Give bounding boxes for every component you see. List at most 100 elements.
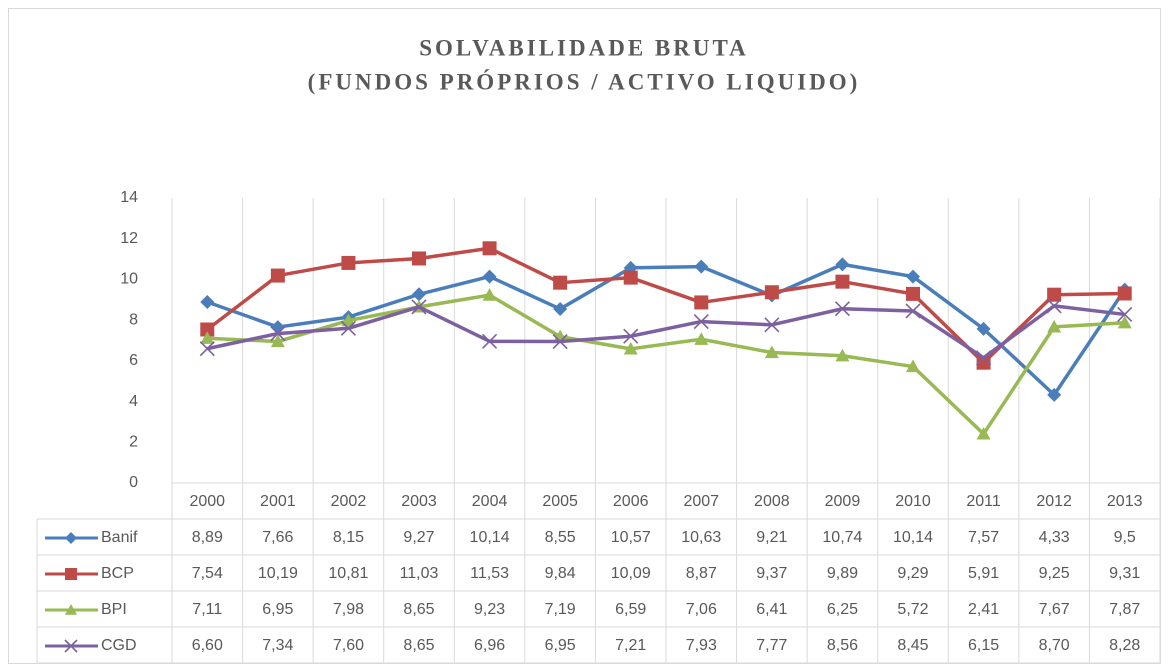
table-value: 9,21 [756, 529, 787, 546]
table-value: 2,41 [968, 601, 999, 618]
table-value: 6,96 [474, 637, 505, 654]
marker [693, 314, 709, 330]
table-value: 9,29 [897, 565, 928, 582]
table-value: 7,93 [686, 637, 717, 654]
table-value: 6,59 [615, 601, 646, 618]
table-value: 7,87 [1109, 601, 1140, 618]
y-tick-label: 4 [129, 393, 138, 410]
series-line [207, 293, 1125, 436]
marker [482, 269, 497, 284]
table-value: 8,65 [403, 601, 434, 618]
marker [623, 270, 638, 285]
x-tick-label: 2001 [260, 493, 296, 510]
marker [694, 259, 709, 274]
marker [764, 345, 779, 359]
table-value: 7,57 [968, 529, 999, 546]
marker [1046, 298, 1062, 314]
table-value: 7,67 [1039, 601, 1070, 618]
marker [552, 333, 568, 350]
marker [906, 359, 920, 373]
x-tick-label: 2000 [189, 493, 225, 510]
legend-label: CGD [101, 637, 137, 654]
table-value: 8,87 [686, 565, 717, 582]
marker [270, 334, 285, 348]
table-value: 8,55 [545, 529, 576, 546]
x-tick-label: 2004 [472, 493, 508, 510]
x-tick-label: 2012 [1036, 493, 1072, 510]
table-value: 8,65 [403, 637, 434, 654]
marker [1047, 319, 1062, 333]
marker [553, 301, 568, 316]
y-tick-label: 6 [129, 352, 138, 369]
marker [553, 275, 568, 290]
y-tick-label: 2 [129, 434, 138, 451]
legend-label: BCP [101, 565, 134, 582]
marker [623, 328, 639, 344]
marker [200, 295, 215, 310]
table-value: 9,25 [1039, 565, 1070, 582]
marker [341, 255, 356, 270]
marker [1047, 387, 1062, 402]
y-tick-label: 10 [120, 271, 138, 288]
chart-title: (FUNDOS PRÓPRIOS / ACTIVO LIQUIDO) [308, 68, 861, 94]
marker [764, 317, 780, 333]
y-tick-label: 8 [129, 311, 138, 328]
table-value: 8,89 [192, 529, 223, 546]
marker [764, 285, 779, 300]
table-value: 9,84 [545, 565, 576, 582]
marker [623, 341, 638, 355]
marker [412, 287, 426, 302]
marker [906, 286, 920, 301]
table-value: 10,74 [822, 529, 862, 546]
marker [412, 251, 426, 266]
x-tick-label: 2006 [613, 493, 649, 510]
table-value: 7,77 [756, 637, 787, 654]
marker [976, 355, 991, 370]
table-value: 9,89 [827, 565, 858, 582]
series-line [206, 262, 1127, 397]
table-value: 8,45 [897, 637, 928, 654]
table-value: 6,15 [968, 637, 999, 654]
marker [905, 303, 921, 319]
x-tick-label: 2007 [683, 493, 719, 510]
marker [976, 321, 991, 336]
table-value: 8,15 [333, 529, 364, 546]
marker [340, 320, 356, 336]
table-value: 10,19 [258, 565, 298, 582]
table-value: 11,03 [400, 565, 439, 582]
marker [976, 426, 991, 440]
chart-title: SOLVABILIDADE BRUTA [419, 35, 748, 60]
table-value: 6,95 [545, 637, 576, 654]
marker [64, 639, 78, 653]
marker [482, 241, 497, 256]
table-value: 11,53 [470, 565, 509, 582]
y-tick-label: 12 [120, 230, 138, 247]
table-value: 4,33 [1039, 529, 1070, 546]
x-tick-label: 2002 [331, 493, 367, 510]
table-value: 9,27 [403, 529, 434, 546]
table-value: 7,34 [262, 637, 293, 654]
marker [835, 274, 850, 289]
table-value: 7,11 [192, 601, 222, 618]
table-value: 7,06 [686, 601, 717, 618]
table-value: 7,21 [615, 637, 646, 654]
marker [835, 257, 850, 272]
marker [1117, 306, 1133, 323]
marker [482, 288, 497, 301]
x-tick-label: 2011 [966, 493, 1001, 510]
marker [65, 604, 77, 615]
table-value: 6,41 [756, 601, 787, 618]
y-tick-label: 14 [120, 189, 138, 206]
marker [65, 532, 77, 544]
marker [1047, 287, 1062, 302]
table-value: 7,19 [545, 601, 576, 618]
marker [694, 295, 709, 310]
legend-label: Banif [101, 529, 138, 546]
x-tick-label: 2005 [542, 493, 578, 510]
table-value: 9,23 [474, 601, 505, 618]
table-value: 8,56 [827, 637, 858, 654]
marker [482, 333, 498, 349]
marker [270, 326, 286, 342]
table-value: 6,95 [262, 601, 293, 618]
